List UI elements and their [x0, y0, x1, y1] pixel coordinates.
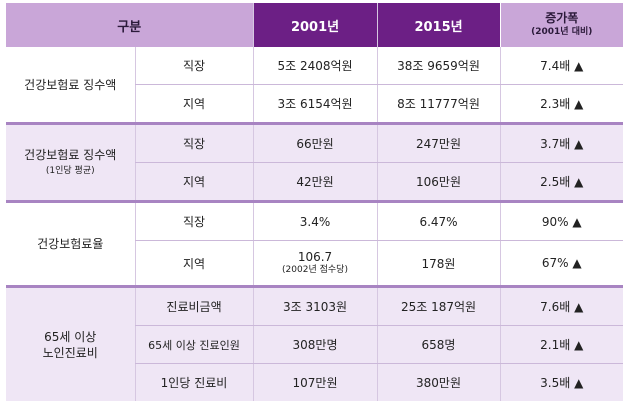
health-insurance-stats-table: 구분 2001년 2015년 증가폭 (2001년 대비) 건강보험료 징수액 … — [6, 3, 624, 401]
group-title: 건강보험료율 — [6, 201, 135, 288]
value-2015: 247만원 — [376, 123, 501, 163]
group-title: 건강보험료 징수액 (1인당 평균) — [6, 123, 135, 203]
header-increase-sub: (2001년 대비) — [531, 27, 593, 37]
header-row: 구분 2001년 2015년 증가폭 (2001년 대비) — [6, 3, 624, 47]
value-2001: 107만원 — [252, 363, 378, 401]
value-2001-cell: 106.7 (2002년 점수당) — [252, 240, 378, 288]
row-label: 지역 — [134, 84, 254, 125]
group-title-text: 65세 이상 — [44, 329, 97, 344]
value-2001: 3.4% — [252, 201, 378, 241]
header-year-2015: 2015년 — [376, 3, 501, 47]
value-2015: 25조 187억원 — [376, 286, 501, 326]
increase-value: 3.7배 ▲ — [499, 123, 624, 163]
row-label: 직장 — [134, 123, 254, 163]
value-2015: 380만원 — [376, 363, 501, 401]
group-title: 건강보험료 징수액 — [6, 47, 135, 125]
row-label: 직장 — [134, 47, 254, 85]
increase-value: 2.1배 ▲ — [499, 325, 624, 364]
value-2015: 658명 — [376, 325, 501, 364]
value-2001: 3조 3103원 — [252, 286, 378, 326]
row-label: 진료비금액 — [134, 286, 254, 326]
value-2015: 106만원 — [376, 162, 501, 203]
row-label: 65세 이상 진료인원 — [134, 325, 254, 364]
increase-value: 2.3배 ▲ — [499, 84, 624, 125]
group-subtitle: (1인당 평균) — [45, 165, 95, 176]
row-label: 지역 — [134, 162, 254, 203]
group-title-text-2: 노인진료비 — [42, 345, 98, 360]
value-2001: 308만명 — [252, 325, 378, 364]
increase-value: 90% ▲ — [499, 201, 624, 241]
group-title: 65세 이상 노인진료비 — [6, 286, 135, 401]
header-increase-label: 증가폭 — [545, 11, 579, 25]
value-2001: 3조 6154억원 — [252, 84, 378, 125]
increase-value: 2.5배 ▲ — [499, 162, 624, 203]
value-2001: 5조 2408억원 — [252, 47, 378, 85]
increase-value: 7.4배 ▲ — [499, 47, 624, 85]
group-title-text: 건강보험료율 — [37, 237, 104, 251]
group-title-text: 건강보험료 징수액 — [24, 147, 117, 162]
table-row: 지역 106.7 (2002년 점수당) 178원 67% ▲ — [6, 240, 624, 288]
table-row: 65세 이상 노인진료비 진료비금액 3조 3103원 25조 187억원 7.… — [6, 286, 624, 401]
table-row: 1인당 진료비 107만원 380만원 3.5배 ▲ — [6, 363, 624, 401]
table-row: 건강보험료 징수액 직장 5조 2408억원 38조 9659억원 7.4배 ▲ — [6, 47, 624, 125]
row-label: 1인당 진료비 — [134, 363, 254, 401]
increase-value: 7.6배 ▲ — [499, 286, 624, 326]
table-row: 건강보험료율 직장 3.4% 6.47% 90% ▲ — [6, 201, 624, 288]
increase-value: 3.5배 ▲ — [499, 363, 624, 401]
value-2015: 8조 11777억원 — [376, 84, 501, 125]
table-row: 지역 3조 6154억원 8조 11777억원 2.3배 ▲ — [6, 84, 624, 125]
header-category: 구분 — [6, 3, 254, 47]
header-year-2001: 2001년 — [252, 3, 378, 47]
value-2015: 6.47% — [376, 201, 501, 241]
value-2001: 106.7 — [297, 250, 333, 264]
table-row: 건강보험료 징수액 (1인당 평균) 직장 66만원 247만원 3.7배 ▲ — [6, 123, 624, 203]
row-label: 지역 — [134, 240, 254, 288]
stats-table-container: 구분 2001년 2015년 증가폭 (2001년 대비) 건강보험료 징수액 … — [6, 3, 624, 404]
value-2001-note: (2002년 점수당) — [282, 265, 348, 275]
group-title-text: 건강보험료 징수액 — [24, 77, 117, 92]
table-row: 지역 42만원 106만원 2.5배 ▲ — [6, 162, 624, 203]
header-increase: 증가폭 (2001년 대비) — [499, 3, 624, 47]
value-2015: 38조 9659억원 — [376, 47, 501, 85]
value-2001: 42만원 — [252, 162, 378, 203]
value-2001: 66만원 — [252, 123, 378, 163]
increase-value: 67% ▲ — [499, 240, 624, 288]
value-2015: 178원 — [376, 240, 501, 288]
table-row: 65세 이상 진료인원 308만명 658명 2.1배 ▲ — [6, 325, 624, 364]
row-label: 직장 — [134, 201, 254, 241]
